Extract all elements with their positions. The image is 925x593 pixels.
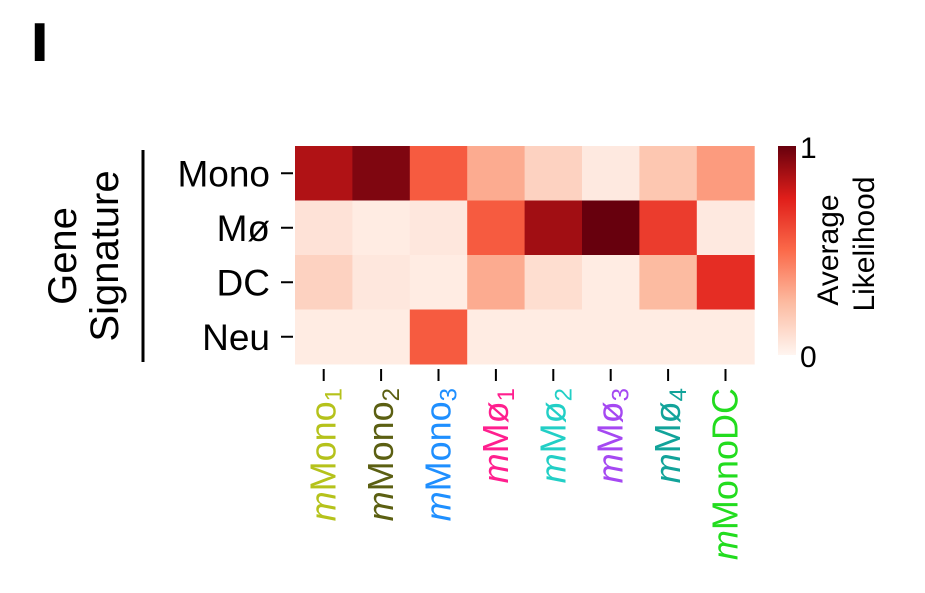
column-labels: mMono1 mMono2 mMono3 mMø1 mMø2 mMø3 mMø4 mMonoD…: [303, 369, 746, 560]
heatmap-cell: [352, 200, 411, 256]
colorbar-label-line2: Likelihood: [848, 176, 881, 311]
heatmap-cell: [696, 309, 755, 365]
row-label: Neu: [202, 317, 270, 358]
colorbar: [778, 146, 796, 355]
heatmap-cell: [582, 309, 640, 365]
heatmap-cell: [295, 200, 353, 256]
heatmap-cell: [696, 200, 755, 256]
heatmap-cell: [409, 255, 468, 310]
colorbar-label-line1: Average: [812, 194, 845, 305]
column-label: mMono1: [303, 388, 348, 521]
heatmap-cells: [295, 146, 755, 365]
heatmap-cell: [582, 255, 640, 310]
heatmap-cell: [582, 200, 640, 256]
heatmap-cell: [352, 146, 411, 201]
row-label: Mono: [177, 153, 270, 194]
heatmap-cell: [467, 309, 526, 365]
colorbar-min-label: 0: [800, 341, 817, 374]
column-label: mMø1: [475, 388, 520, 483]
row-axis-label-line1: Gene: [41, 207, 85, 305]
row-label: DC: [217, 262, 270, 303]
heatmap-cell: [524, 200, 583, 256]
heatmap-cell: [467, 146, 526, 201]
colorbar-max-label: 1: [800, 132, 817, 165]
heatmap-cell: [582, 146, 640, 201]
row-label: Mø: [217, 208, 270, 249]
heatmap-cell: [295, 255, 353, 310]
heatmap-cell: [524, 255, 583, 310]
heatmap-cell: [467, 255, 526, 310]
heatmap-cell: [409, 309, 468, 365]
heatmap-cell: [524, 309, 583, 365]
heatmap-cell: [696, 255, 755, 310]
column-label: mMono2: [360, 388, 405, 521]
column-label: mMonoDC: [705, 388, 746, 560]
heatmap-cell: [352, 309, 411, 365]
heatmap-cell: [467, 200, 526, 256]
heatmap-cell: [295, 146, 353, 201]
heatmap-cell: [639, 146, 698, 201]
row-axis-label-line2: Signature: [83, 170, 127, 341]
column-label: mMø4: [647, 388, 692, 483]
heatmap-cell: [409, 200, 468, 256]
heatmap-cell: [352, 255, 411, 310]
heatmap-cell: [639, 200, 698, 256]
heatmap-cell: [696, 146, 755, 201]
row-labels: Mono Mø DC Neu: [177, 153, 293, 358]
heatmap-cell: [639, 309, 698, 365]
heatmap-cell: [639, 255, 698, 310]
column-label: mMono3: [418, 388, 463, 521]
column-label: mMø3: [590, 388, 635, 483]
heatmap-cell: [524, 146, 583, 201]
column-label: mMø2: [532, 388, 577, 483]
heatmap-cell: [295, 309, 353, 365]
heatmap-cell: [409, 146, 468, 201]
panel-label: I: [30, 14, 50, 74]
